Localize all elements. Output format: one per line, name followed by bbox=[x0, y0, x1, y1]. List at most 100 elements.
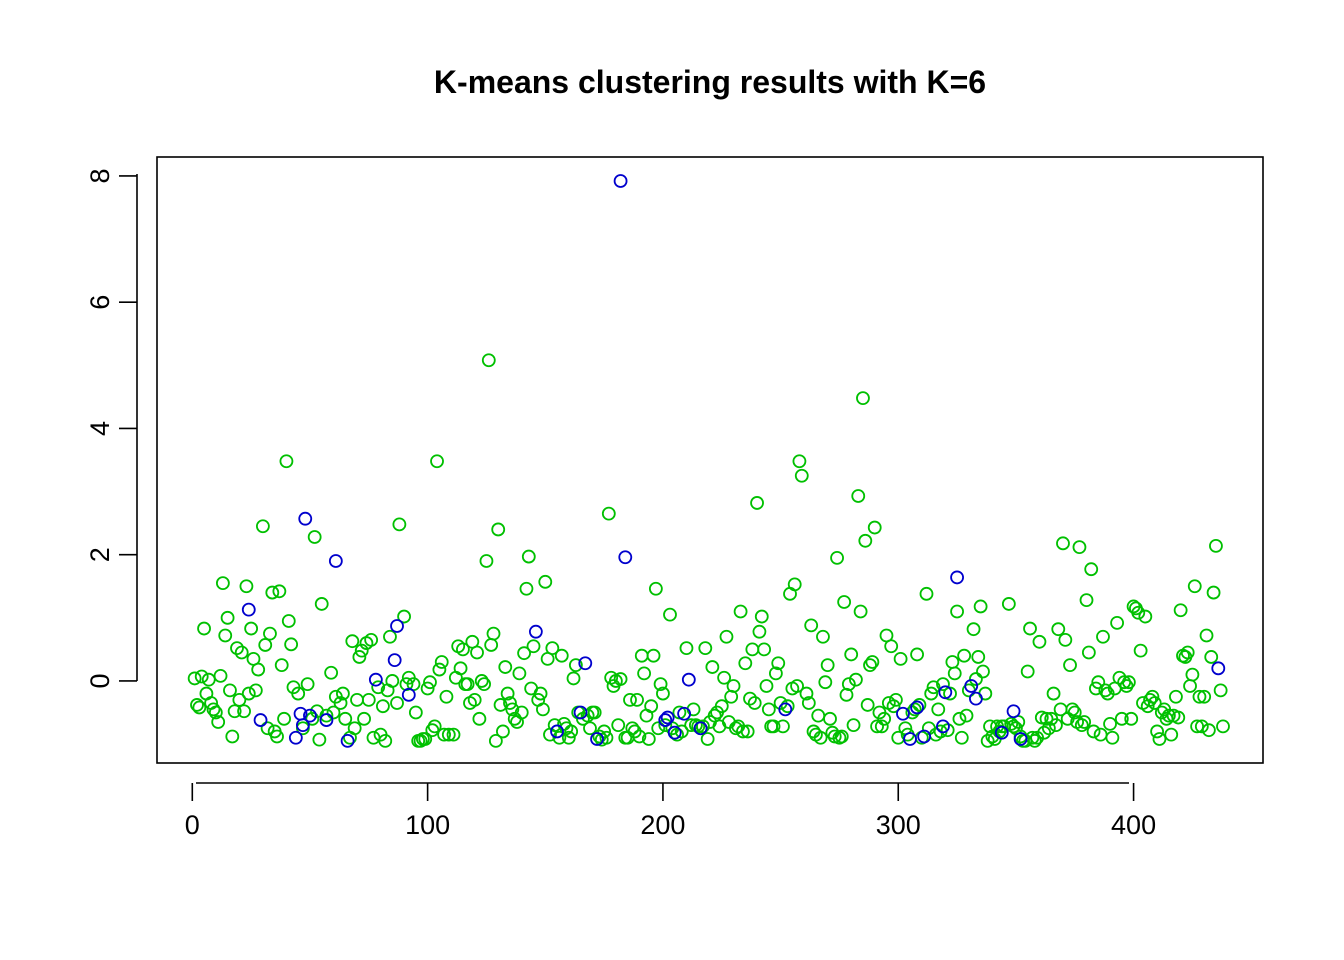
x-axis-ticks: 0 100 200 300 400 bbox=[185, 783, 1156, 840]
data-point bbox=[1089, 681, 1103, 696]
data-point bbox=[1169, 689, 1183, 704]
x-tick-label: 0 bbox=[185, 810, 200, 840]
data-point bbox=[674, 724, 689, 739]
data-point bbox=[223, 683, 237, 698]
data-point bbox=[477, 677, 491, 691]
data-point bbox=[841, 677, 856, 691]
data-point bbox=[736, 724, 750, 739]
data-point bbox=[848, 672, 863, 687]
data-point bbox=[787, 577, 802, 592]
data-point bbox=[912, 698, 927, 712]
data-point bbox=[804, 618, 819, 633]
data-point bbox=[1105, 730, 1120, 745]
data-point bbox=[896, 706, 910, 721]
data-point bbox=[818, 675, 833, 690]
data-point bbox=[601, 506, 616, 521]
data-point bbox=[630, 692, 644, 707]
data-point bbox=[759, 679, 774, 693]
data-point bbox=[1131, 605, 1146, 620]
data-point bbox=[653, 677, 668, 691]
data-point bbox=[851, 489, 866, 503]
data-point bbox=[208, 705, 223, 720]
data-point bbox=[870, 719, 884, 734]
data-point bbox=[470, 645, 484, 660]
data-point bbox=[488, 734, 503, 748]
data-point bbox=[1183, 679, 1197, 693]
data-point bbox=[801, 696, 816, 710]
data-point bbox=[1133, 643, 1148, 658]
data-point bbox=[312, 732, 327, 747]
data-point bbox=[799, 686, 814, 701]
data-point bbox=[1211, 661, 1226, 676]
data-point bbox=[903, 732, 917, 746]
data-point bbox=[853, 604, 868, 619]
data-point bbox=[1032, 634, 1047, 649]
y-tick-label: 0 bbox=[85, 673, 115, 688]
data-point bbox=[194, 669, 209, 684]
data-point bbox=[917, 729, 932, 744]
data-point bbox=[780, 699, 795, 714]
data-point bbox=[536, 702, 550, 717]
data-point bbox=[397, 609, 411, 624]
data-point bbox=[858, 533, 873, 548]
x-tick-label: 400 bbox=[1111, 810, 1156, 840]
data-point bbox=[215, 576, 230, 590]
data-point bbox=[333, 696, 348, 710]
data-point bbox=[816, 629, 830, 644]
data-point bbox=[336, 686, 350, 701]
data-point bbox=[1037, 725, 1052, 740]
data-point bbox=[1197, 689, 1212, 704]
data-point bbox=[248, 683, 263, 698]
x-tick-label: 300 bbox=[876, 810, 921, 840]
data-point bbox=[771, 656, 786, 671]
data-point bbox=[651, 721, 666, 736]
data-point bbox=[211, 715, 226, 729]
data-point bbox=[401, 687, 416, 702]
data-point bbox=[936, 677, 950, 691]
data-point bbox=[761, 702, 776, 717]
data-point bbox=[486, 626, 501, 641]
data-point bbox=[446, 727, 461, 742]
data-point bbox=[1185, 667, 1200, 682]
data-point bbox=[886, 699, 901, 714]
data-point bbox=[1093, 727, 1108, 742]
data-point bbox=[376, 699, 390, 714]
data-point bbox=[303, 708, 317, 723]
data-point bbox=[390, 619, 404, 633]
data-point bbox=[611, 718, 626, 733]
data-point bbox=[385, 674, 400, 688]
data-point bbox=[950, 604, 964, 619]
data-point bbox=[865, 655, 880, 669]
data-point bbox=[434, 655, 449, 669]
data-point bbox=[517, 646, 531, 661]
data-point bbox=[192, 700, 207, 715]
data-point bbox=[472, 711, 487, 726]
data-point bbox=[239, 579, 254, 594]
data-point bbox=[206, 702, 221, 717]
data-point bbox=[554, 648, 569, 663]
data-point bbox=[1192, 689, 1207, 704]
data-point bbox=[1077, 715, 1092, 729]
data-point bbox=[258, 638, 273, 652]
data-point bbox=[387, 653, 402, 668]
x-tick-label: 200 bbox=[640, 810, 685, 840]
data-point bbox=[823, 711, 837, 726]
data-point bbox=[597, 724, 612, 739]
data-point bbox=[717, 670, 732, 685]
data-point bbox=[856, 391, 870, 406]
data-point bbox=[361, 692, 376, 707]
data-point bbox=[613, 672, 628, 686]
data-point bbox=[284, 637, 299, 652]
data-point bbox=[1173, 603, 1188, 618]
data-point bbox=[1209, 538, 1223, 553]
data-point bbox=[1171, 710, 1186, 725]
data-point bbox=[957, 648, 972, 663]
data-point bbox=[910, 700, 924, 715]
data-point bbox=[1006, 719, 1021, 734]
data-point bbox=[1204, 650, 1219, 664]
data-point bbox=[493, 698, 508, 712]
data-point bbox=[573, 705, 588, 720]
data-point bbox=[1023, 621, 1037, 636]
data-point bbox=[255, 519, 270, 534]
